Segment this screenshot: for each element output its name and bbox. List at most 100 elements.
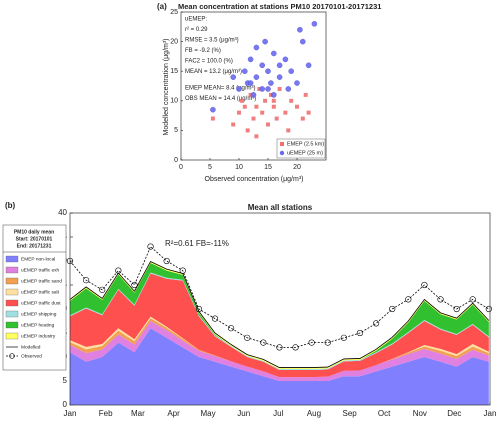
point [251,116,256,121]
point [286,128,291,133]
y-tick-label: 15 [170,68,178,75]
point [270,92,277,98]
point [288,68,295,74]
x-tick-label: Nov [413,409,427,418]
point [244,334,251,341]
point [274,116,279,121]
point [131,281,138,289]
legend-swatch [9,353,15,359]
point [242,104,247,109]
annotation: MEAN = 13.2 (μg/m³) [185,69,242,75]
legend-swatch [5,266,19,274]
y-tick-label: 0 [174,157,178,164]
point [211,315,219,322]
annotation: EMEP MEAN= 8.4 (μg/m³) [185,86,256,92]
legend-title: End: 20171231 [17,243,52,249]
legend-swatch [280,142,284,146]
area [70,273,489,378]
point [83,277,90,284]
point [282,56,289,63]
point [277,86,282,91]
point [239,98,244,103]
plot-area [180,11,327,161]
legend-title: Start: 20170101 [16,236,53,242]
point [241,68,248,74]
point [115,267,122,274]
x-tick-label: Sep [342,409,357,418]
point [299,38,306,45]
x-tick-label: Mar [131,409,145,418]
x-tick-label: Jan [64,409,77,418]
point [195,305,202,313]
point [306,110,311,115]
legend-swatch [5,321,19,329]
point [271,98,276,103]
legend-title: PM10 daily mean [14,229,54,235]
point [270,50,277,57]
legend-swatch [5,332,19,340]
point [265,68,271,74]
legend-label: EMEP non-local [21,256,55,262]
legend-swatch [5,288,19,296]
annotation: FB = -9.2 (%) [185,48,221,54]
point [210,116,215,121]
x-tick-label: Oct [378,409,391,418]
point [231,122,236,127]
legend-swatch [5,299,19,307]
point [260,110,265,115]
point [254,134,259,139]
legend-swatch [279,150,285,156]
point [263,98,268,103]
point [250,92,257,98]
y-tick-label: 5 [63,376,68,385]
x-tick-label: 5 [208,164,212,171]
chart-title: Mean concentration at stations PM10 2017… [178,2,381,11]
point [340,334,347,341]
plot-area [69,212,491,406]
legend [276,138,326,159]
legend-label: uEMEP shipping [21,311,57,317]
legend-swatch [5,277,19,285]
point [311,21,318,27]
legend-label: uEMEP traffic exh [21,267,60,273]
x-tick-label: Aug [307,409,321,418]
point [179,267,186,274]
legend-label: Observed [21,353,42,359]
annotation: OBS MEAN = 14.4 (μg/m³) [185,96,256,102]
point [254,104,259,109]
point [253,74,260,80]
line [69,245,490,348]
point [268,92,273,97]
annotation: RMSE = 3.5 (μg/m³) [185,38,239,44]
legend-label: uEMEP traffic sand [21,278,62,284]
point [297,26,303,33]
annotation: r² = 0.29 [185,27,208,33]
legend-label: EMEP (2.5 km) [287,141,324,147]
point [262,38,268,45]
legend-label: uEMEP traffic dust [21,300,61,306]
annotation: uEMEP: [185,17,207,23]
point [268,80,274,86]
point [437,296,444,303]
panel-label: (a) [157,2,167,11]
legend-swatch [5,255,19,263]
point [245,128,250,133]
x-tick-label: 20 [293,164,301,171]
point [372,320,380,327]
x-tick-label: Jan [484,409,497,418]
y-tick-label: 0 [63,400,68,409]
point [266,122,270,127]
point [259,86,266,92]
x-tick-label: Jun [237,409,250,418]
point [285,86,292,92]
y-tick-label: 20 [170,38,178,45]
x-tick-label: Jul [273,409,283,418]
point [283,110,288,115]
area [70,328,489,405]
point [253,44,260,51]
point [389,305,396,313]
legend-label: uEMEP (25 m) [287,150,323,156]
point [289,98,294,103]
point [259,62,266,69]
